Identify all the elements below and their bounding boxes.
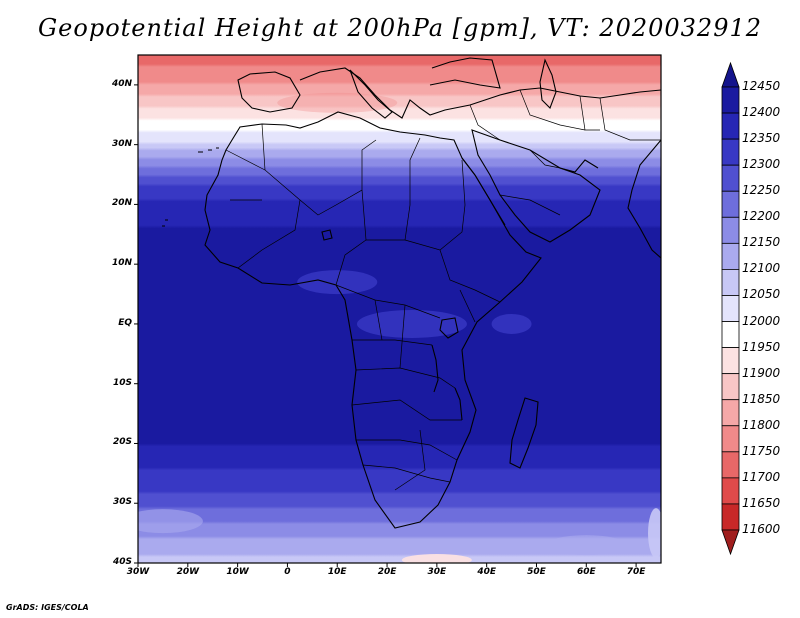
colorbar-label: 11750 xyxy=(742,443,781,458)
colorbar-box xyxy=(721,216,740,244)
colorbar-box xyxy=(721,86,740,114)
colorbar-label: 12000 xyxy=(742,313,781,328)
lon-tick-label: 20E xyxy=(377,567,397,577)
europe-coastline xyxy=(237,67,661,119)
coastlines xyxy=(162,57,661,529)
colorbar-label: 12100 xyxy=(742,261,781,276)
lat-tick-label: 20N xyxy=(111,198,132,209)
lon-tick-label: 40E xyxy=(477,567,496,577)
colorbar-box xyxy=(721,138,740,166)
lat-tick-label: 10S xyxy=(112,377,132,388)
colorbar-box xyxy=(721,295,740,322)
colorbar-box xyxy=(721,164,740,192)
lat-tick-label: 30N xyxy=(111,138,132,149)
lon-tick-label: 60E xyxy=(576,567,596,577)
colorbar-label: 12400 xyxy=(742,105,781,120)
east-africa-ridge xyxy=(491,313,532,334)
colorbar-label: 11600 xyxy=(742,522,781,536)
colorbar-box xyxy=(721,269,740,296)
colorbar-box xyxy=(721,347,740,375)
colorbar-box xyxy=(721,503,740,531)
southwest-light-patch xyxy=(138,509,203,534)
cape-verde xyxy=(162,219,168,227)
gulf-coastline xyxy=(559,159,599,173)
arabia-coastline xyxy=(471,129,601,243)
south-indian-light-patch xyxy=(546,535,627,556)
colorbar xyxy=(721,61,740,556)
turkey-coastline xyxy=(429,57,501,89)
lat-tick-label: 20S xyxy=(112,437,132,448)
lon-tick-label: 50E xyxy=(527,567,546,577)
colorbar-label: 11650 xyxy=(742,495,781,510)
grads-credit: GrADS: IGES/COLA xyxy=(6,603,89,612)
lon-tick-label: 30W xyxy=(126,567,150,577)
colorbar-label: 12250 xyxy=(742,183,781,198)
canary-islands xyxy=(198,147,219,153)
height-field xyxy=(138,55,661,563)
lon-tick-label: 0 xyxy=(284,567,291,577)
colorbar-box xyxy=(721,451,740,479)
red-sea-coastline xyxy=(461,157,506,226)
lat-tick-label: 30S xyxy=(112,497,132,508)
colorbar-label: 12050 xyxy=(742,287,781,302)
med-warm-patch xyxy=(277,92,398,113)
lat-tick-label: 40S xyxy=(112,557,132,567)
colorbar-min-arrow xyxy=(721,529,740,556)
colorbar-box xyxy=(721,190,740,218)
colorbar-box xyxy=(721,242,740,270)
colorbar-box xyxy=(721,477,740,505)
lat-tick-label: 10N xyxy=(111,258,132,269)
colorbar-label: 12200 xyxy=(742,209,781,224)
colorbar-label: 12150 xyxy=(742,235,781,250)
lon-tick-label: 30E xyxy=(427,567,447,577)
chart-title: Geopotential Height at 200hPa [gpm], VT:… xyxy=(38,14,762,42)
colorbar-label: 11850 xyxy=(742,391,781,406)
southeast-light-patch xyxy=(648,508,661,559)
colorbar-label: 11700 xyxy=(742,469,781,484)
lon-tick-label: 10W xyxy=(226,567,249,577)
colorbar-box xyxy=(721,321,740,348)
colorbar-label: 12300 xyxy=(742,157,781,172)
lake-victoria xyxy=(439,317,459,339)
lon-tick-label: 20W xyxy=(176,567,200,577)
map-frame xyxy=(137,54,662,564)
colorbar-box xyxy=(721,399,740,427)
south-warm-patch xyxy=(401,554,472,563)
equatorial-ridge xyxy=(356,309,467,338)
country-borders xyxy=(225,89,661,491)
colorbar-label: 11900 xyxy=(742,365,781,380)
colorbar-label: 11950 xyxy=(742,339,781,354)
lake-tanganyika xyxy=(431,344,439,393)
colorbar-box xyxy=(721,112,740,140)
colorbar-label: 12450 xyxy=(742,79,781,93)
lat-tick-label: 40N xyxy=(111,78,132,89)
central-africa-ridge xyxy=(297,270,378,295)
colorbar-box xyxy=(721,425,740,453)
colorbar-box xyxy=(721,373,740,401)
italy-coastline xyxy=(349,69,393,119)
colorbar-label: 11800 xyxy=(742,417,781,432)
madagascar-coastline xyxy=(509,397,539,469)
lake-malawi xyxy=(454,387,463,421)
caspian-coastline xyxy=(539,58,557,109)
africa-coastline xyxy=(204,111,542,529)
lake-chad xyxy=(321,229,333,241)
india-coastline xyxy=(627,139,661,259)
colorbar-max-arrow xyxy=(721,61,740,88)
lon-tick-label: 10E xyxy=(327,567,347,577)
lat-tick-label: EQ xyxy=(118,317,132,328)
lon-tick-label: 70E xyxy=(626,567,646,577)
colorbar-label: 12350 xyxy=(742,131,781,146)
